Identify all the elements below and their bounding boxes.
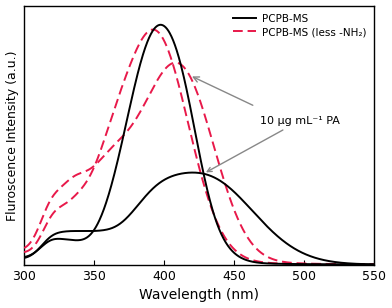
X-axis label: Wavelength (nm): Wavelength (nm) [139,289,259,302]
PCPB-MS [372,263,377,266]
PCPB-MS [226,244,230,248]
PCPB-MS (less -NH₂) [245,257,250,260]
PCPB-MS (less -NH₂) [372,263,377,266]
PCPB-MS [43,241,48,245]
PCPB-MS (less -NH₂) [324,262,328,266]
PCPB-MS [324,262,328,266]
Text: 10 μg mL⁻¹ PA: 10 μg mL⁻¹ PA [207,116,339,172]
PCPB-MS [22,255,27,259]
PCPB-MS [158,23,163,26]
Y-axis label: Fluroscence Intensity (a.u.): Fluroscence Intensity (a.u.) [5,50,18,221]
PCPB-MS (less -NH₂) [43,224,48,228]
PCPB-MS (less -NH₂) [226,240,230,244]
PCPB-MS (less -NH₂) [151,28,155,31]
PCPB-MS [245,259,250,262]
PCPB-MS [288,262,292,266]
Legend: PCPB-MS, PCPB-MS (less -NH₂): PCPB-MS, PCPB-MS (less -NH₂) [230,11,369,40]
PCPB-MS (less -NH₂) [288,262,292,265]
PCPB-MS [235,253,240,257]
PCPB-MS (less -NH₂) [22,250,27,254]
Line: PCPB-MS: PCPB-MS [24,25,374,265]
Line: PCPB-MS (less -NH₂): PCPB-MS (less -NH₂) [24,30,374,265]
PCPB-MS (less -NH₂) [235,250,240,254]
